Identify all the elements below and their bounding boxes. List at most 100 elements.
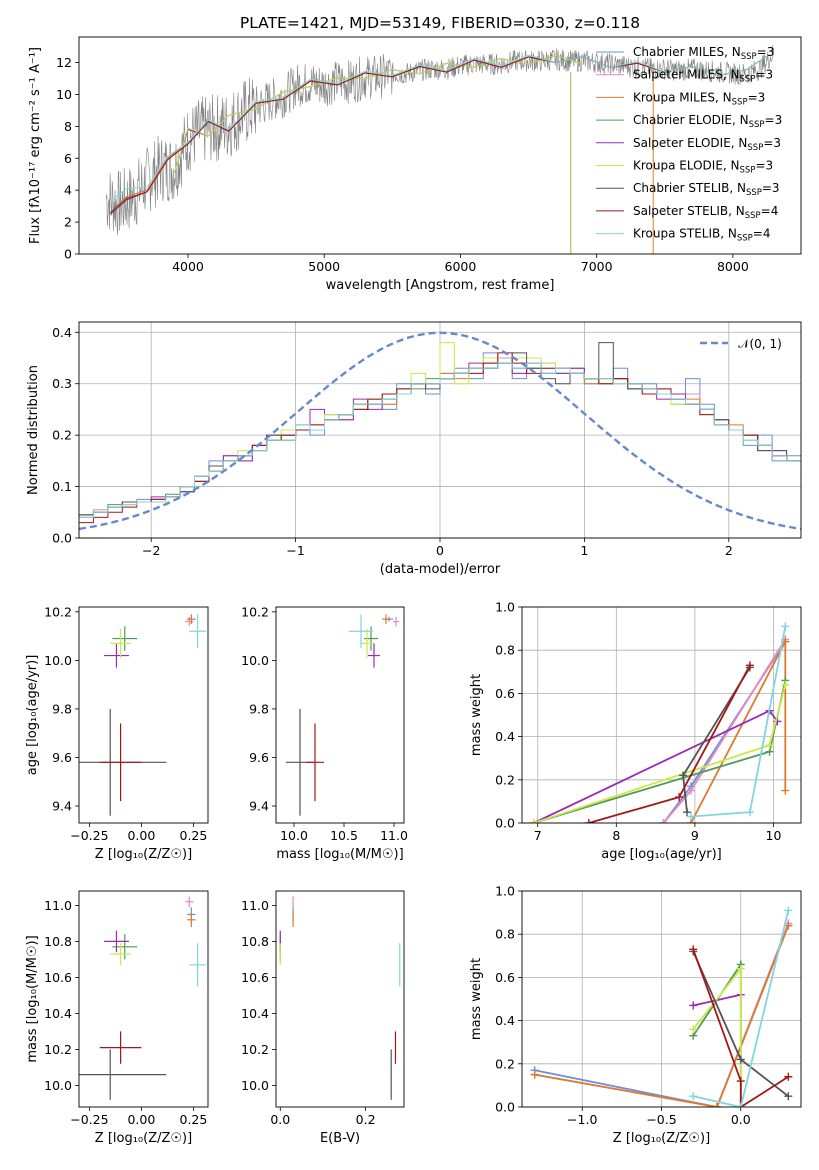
y-tick-label: 9.6 bbox=[52, 750, 72, 765]
x-tick-label: 10.0 bbox=[280, 828, 308, 843]
weight-marker bbox=[686, 812, 695, 821]
legend-label: Kroupa ELODIE, NSSP=3 bbox=[633, 159, 773, 176]
y-axis-label: Normed distribution bbox=[26, 365, 41, 495]
weight-marker bbox=[530, 1070, 539, 1079]
model-line-1 bbox=[109, 56, 638, 213]
mass_vs_ebv-panel: 0.0 0.2 10.0 10.2 10.4 10.6 10.8 11.0 E(B-V) bbox=[241, 890, 405, 1146]
y-tick-label: 9.4 bbox=[249, 799, 269, 814]
errorbar-point-1 bbox=[185, 616, 194, 627]
x-axis-label: mass [log₁₀(M/M☉)] bbox=[276, 847, 403, 862]
y-axis-label: mass [log₁₀(M/M☉)] bbox=[25, 935, 40, 1062]
weight-marker bbox=[745, 808, 754, 817]
y-tick-label: 10.0 bbox=[241, 1078, 269, 1093]
y-tick-label: 0.2 bbox=[495, 772, 515, 787]
y-tick-label: 9.6 bbox=[249, 750, 269, 765]
weight-marker bbox=[773, 717, 782, 726]
legend-label: Salpeter ELODIE, NSSP=3 bbox=[633, 136, 781, 153]
y-tick-label: 8 bbox=[64, 119, 72, 134]
y-tick-label: 0 bbox=[64, 247, 72, 262]
weight-marker bbox=[679, 771, 688, 780]
x-tick-label: 11.0 bbox=[380, 828, 408, 843]
y-tick-label: 0.0 bbox=[52, 531, 72, 546]
x-tick-label: −0.25 bbox=[70, 1112, 108, 1127]
residuals-legend: 𝒩(0, 1) bbox=[700, 337, 782, 351]
weight-marker bbox=[781, 680, 790, 689]
errorbar-point-4 bbox=[103, 930, 129, 953]
weight-marker bbox=[765, 741, 774, 750]
y-axis-label: Flux [fλ10⁻¹⁷ erg cm⁻² s⁻¹ A⁻¹] bbox=[28, 47, 43, 244]
errorbar-point-4 bbox=[368, 643, 380, 668]
axes-frame bbox=[78, 890, 209, 1108]
x-axis-label: E(B-V) bbox=[320, 1131, 360, 1146]
y-tick-label: 9.8 bbox=[249, 701, 269, 716]
weight_vs_age-plot-area bbox=[529, 622, 790, 823]
x-tick-label: −0.5 bbox=[646, 1112, 676, 1127]
weight-marker bbox=[689, 1025, 698, 1034]
errorbar-point-6 bbox=[390, 1049, 392, 1100]
weight-marker bbox=[584, 819, 593, 823]
weight-line-2 bbox=[534, 925, 790, 1107]
errorbar-point-7 bbox=[99, 723, 142, 802]
x-tick-label: 10 bbox=[766, 828, 782, 843]
weight_vs_age-panel: 7 8 9 10 0.0 0.2 0.4 0.6 0.8 1.0 age [log₁₀(age/yr… bbox=[469, 600, 802, 862]
axes-frame bbox=[521, 890, 802, 1108]
x-tick-label: 8 bbox=[612, 828, 620, 843]
y-tick-label: 10.2 bbox=[241, 1042, 269, 1057]
errorbar-point-5 bbox=[279, 943, 281, 965]
errorbar-point-8 bbox=[189, 614, 206, 649]
x-tick-label: 2 bbox=[725, 543, 733, 558]
weight-marker bbox=[781, 622, 790, 631]
x-tick-label: 0 bbox=[436, 543, 444, 558]
model-line-8 bbox=[109, 54, 768, 202]
errorbar-point-8 bbox=[399, 943, 401, 987]
x-tick-label: 4000 bbox=[172, 259, 204, 274]
weight-line-8 bbox=[690, 626, 787, 818]
age_vs_Z-panel: −0.25 0.00 0.25 9.4 9.6 9.8 10.0 10.2 Z [log₁₀(Z… bbox=[25, 604, 209, 862]
x-tick-label: 0.25 bbox=[180, 1112, 208, 1127]
x-tick-label: 7 bbox=[534, 828, 542, 843]
weight-line-3 bbox=[692, 961, 742, 1107]
x-tick-label: −2 bbox=[142, 543, 160, 558]
y-tick-label: 0.2 bbox=[495, 1056, 515, 1071]
mass_vs_Z-plot-area bbox=[79, 896, 206, 1100]
y-tick-label: 10.0 bbox=[241, 653, 269, 668]
x-tick-label: 0.00 bbox=[127, 828, 155, 843]
errorbar-point-7 bbox=[394, 1031, 397, 1064]
errorbar-point-5 bbox=[110, 943, 132, 965]
mass_vs_Z-panel: −0.25 0.00 0.25 10.0 10.2 10.4 10.6 10.8 11.0 Z [… bbox=[25, 890, 209, 1146]
x-axis-label: age [log₁₀(age/yr)] bbox=[601, 847, 722, 862]
x-tick-label: 6000 bbox=[445, 259, 477, 274]
weight-marker bbox=[781, 786, 790, 795]
x-tick-label: 0.0 bbox=[731, 1112, 751, 1127]
weight-marker bbox=[736, 964, 745, 973]
weight-marker bbox=[736, 1077, 745, 1086]
legend-label: Chabrier STELIB, NSSP=3 bbox=[633, 181, 780, 198]
y-tick-label: 11.0 bbox=[44, 898, 72, 913]
model-line-2 bbox=[109, 56, 638, 213]
weight-marker bbox=[689, 1001, 698, 1010]
weight-marker bbox=[736, 1055, 745, 1064]
y-tick-label: 10.8 bbox=[44, 934, 72, 949]
figure-title: PLATE=1421, MJD=53149, FIBERID=0330, z=0… bbox=[240, 14, 640, 32]
y-tick-label: 10.0 bbox=[44, 1078, 72, 1093]
y-tick-label: 1.0 bbox=[495, 884, 515, 899]
errorbar-point-7 bbox=[99, 1031, 142, 1064]
weight-marker bbox=[675, 793, 684, 802]
weight-marker bbox=[689, 1092, 698, 1101]
weight-marker bbox=[712, 1103, 721, 1107]
weight-marker bbox=[683, 808, 692, 817]
y-tick-label: 0.1 bbox=[52, 479, 72, 494]
legend-label: Salpeter MILES, NSSP=3 bbox=[633, 68, 773, 85]
y-tick-label: 9.8 bbox=[52, 701, 72, 716]
legend-label: Salpeter STELIB, NSSP=4 bbox=[633, 204, 778, 221]
y-tick-label: 10 bbox=[56, 87, 72, 102]
y-tick-label: 6 bbox=[64, 151, 72, 166]
normal-reference-curve bbox=[79, 331, 801, 531]
histogram-3 bbox=[79, 362, 801, 518]
weight-line-2 bbox=[690, 641, 787, 823]
weight-marker bbox=[784, 921, 793, 930]
errorbar-point-8 bbox=[189, 943, 206, 987]
y-tick-label: 0.0 bbox=[495, 1100, 515, 1115]
errorbar-point-3 bbox=[112, 626, 138, 651]
errorbar-point-5 bbox=[361, 628, 373, 658]
